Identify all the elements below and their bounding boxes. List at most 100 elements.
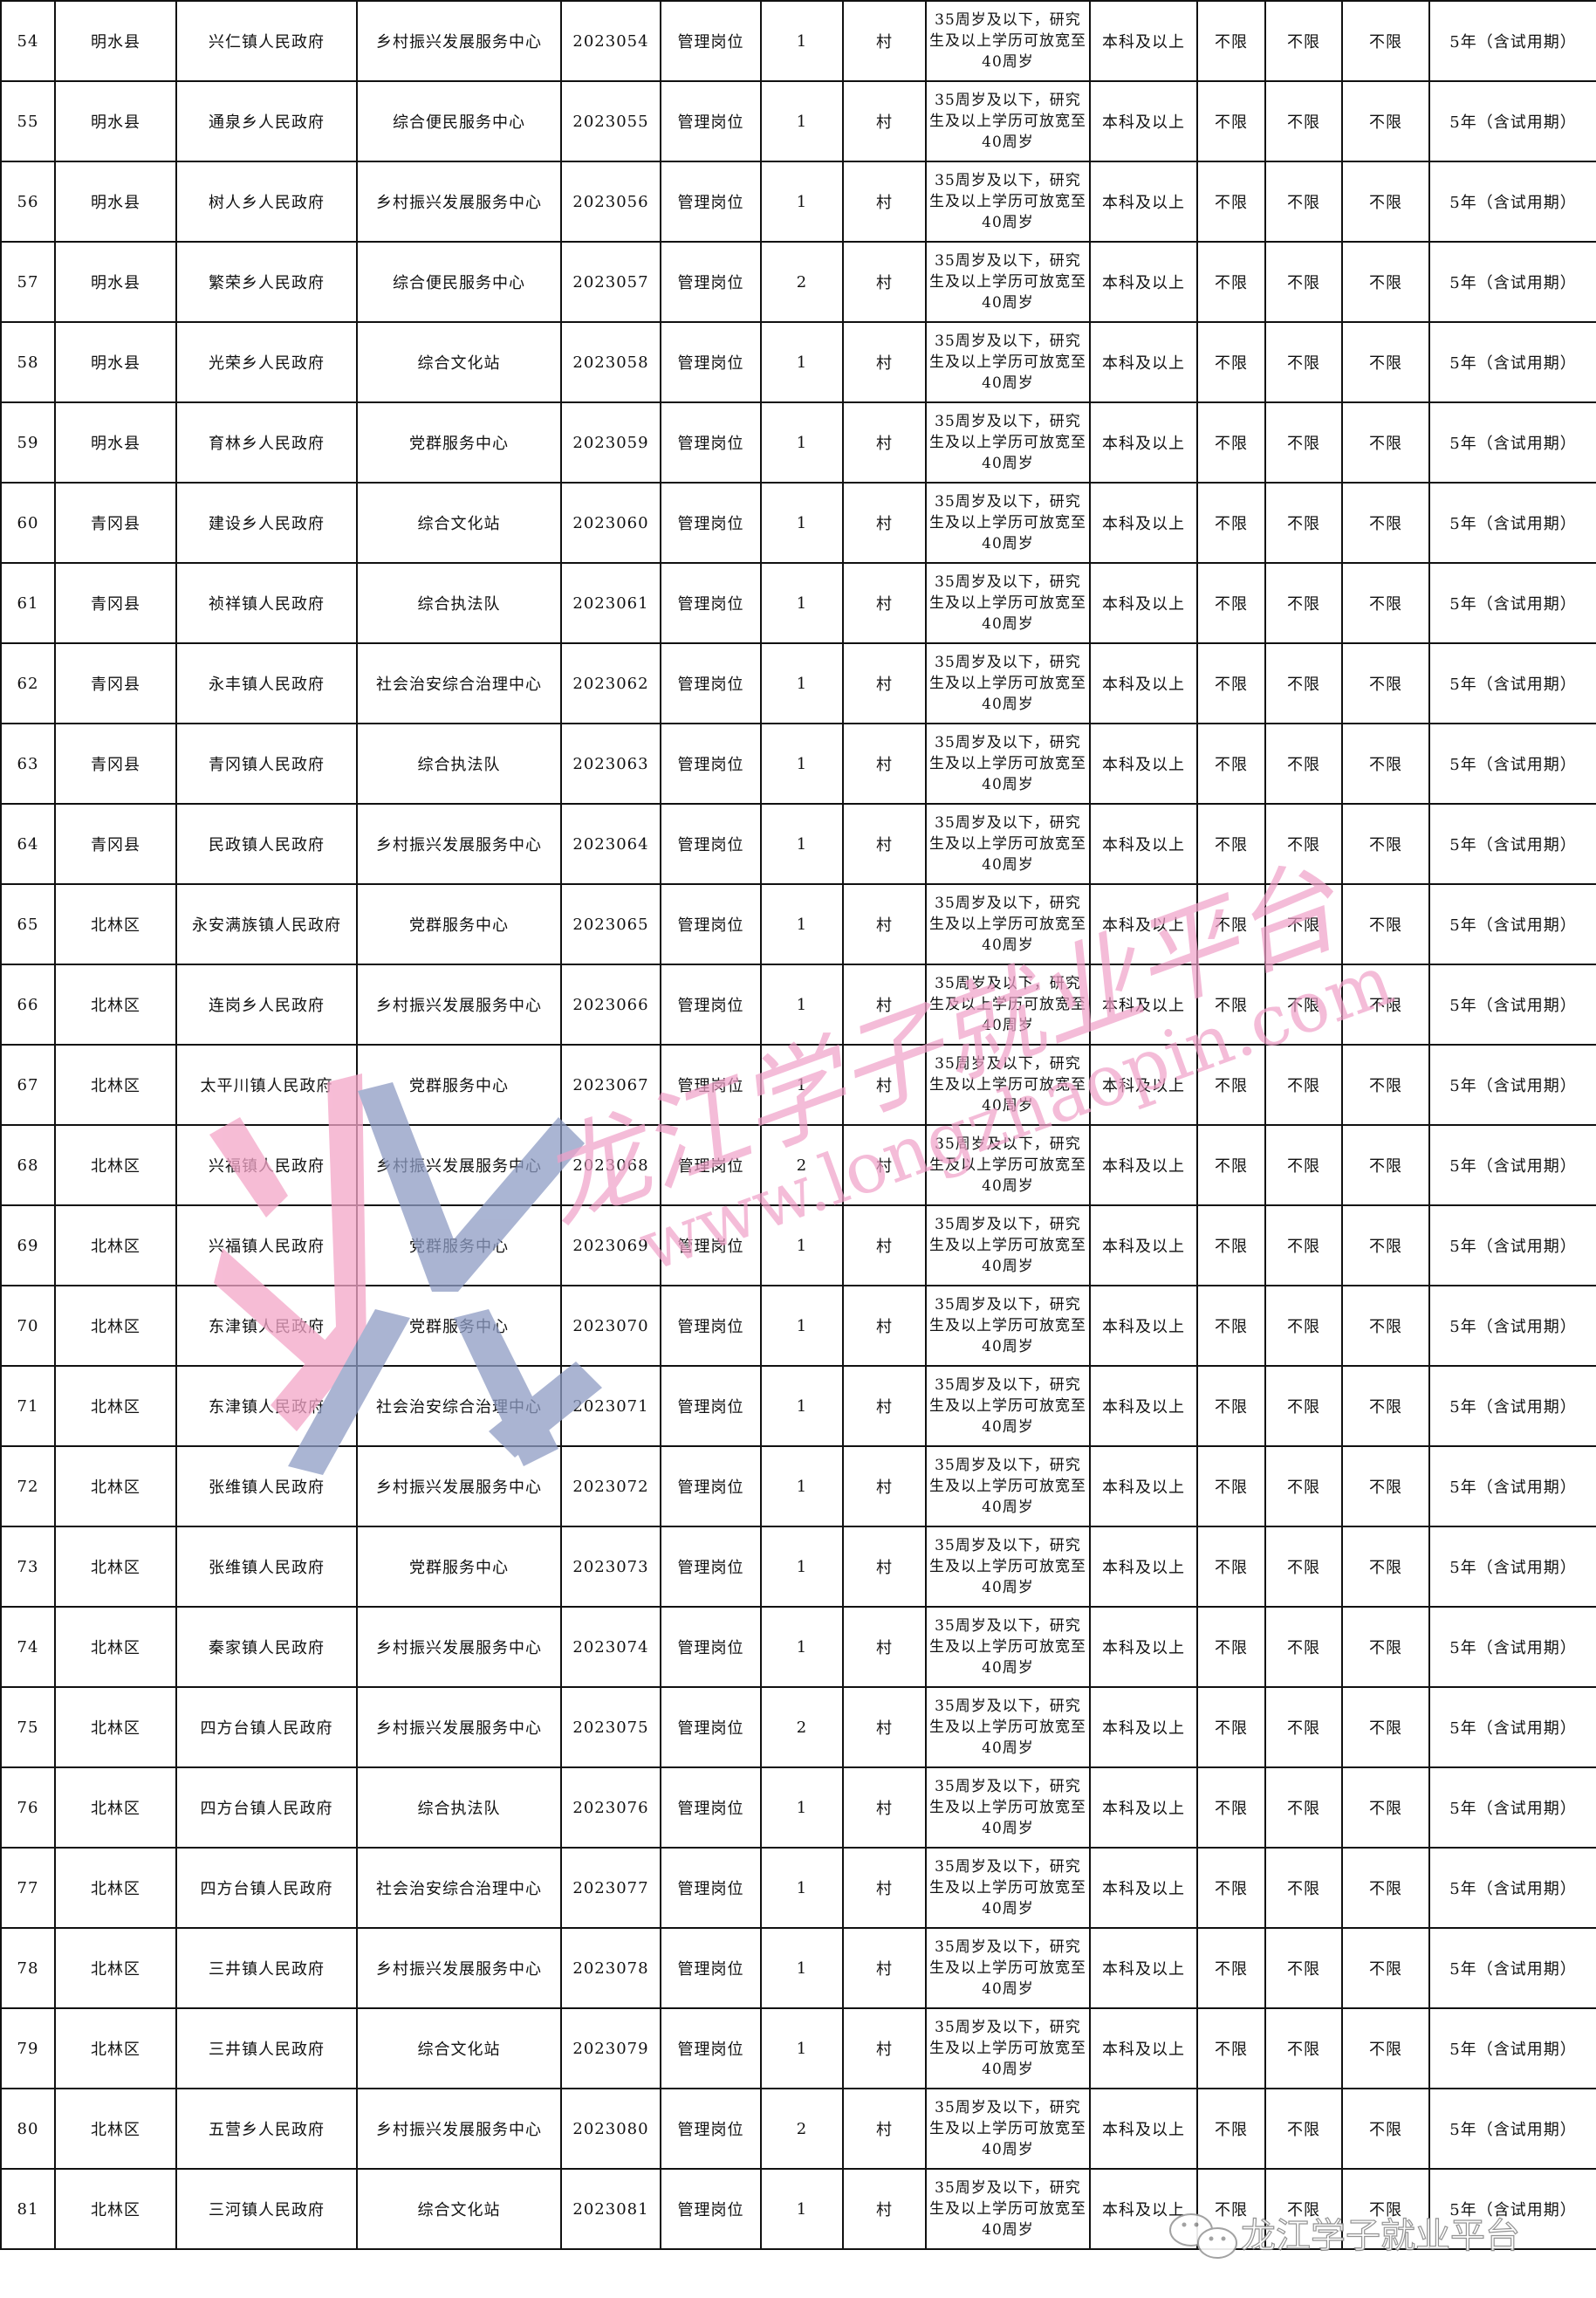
position-type-cell: 管理岗位	[660, 642, 762, 724]
township-government-cell: 四方台镇人民政府	[175, 1766, 358, 1849]
township-government-cell: 通泉乡人民政府	[175, 80, 358, 162]
service-term-cell: 5年（含试用期）	[1428, 1927, 1596, 2009]
other-requirement-cell: 不限	[1264, 401, 1343, 484]
position-type-cell: 管理岗位	[660, 482, 762, 564]
position-type-cell: 管理岗位	[660, 723, 762, 805]
age-requirement-cell: 35周岁及以下，研究生及以上学历可放宽至40周岁	[925, 562, 1091, 644]
township-government-cell: 张维镇人民政府	[175, 1445, 358, 1527]
education-cell: 本科及以上	[1089, 562, 1198, 644]
service-term-cell: 5年（含试用期）	[1428, 803, 1596, 885]
position-type-cell: 管理岗位	[660, 1686, 762, 1768]
age-requirement-cell: 35周岁及以下，研究生及以上学历可放宽至40周岁	[925, 964, 1091, 1046]
unit-cell: 综合便民服务中心	[356, 80, 562, 162]
township-government-cell: 光荣乡人民政府	[175, 321, 358, 403]
position-code-cell: 2023061	[560, 562, 661, 644]
other-requirement-cell: 不限	[1264, 1927, 1343, 2009]
service-term-cell: 5年（含试用期）	[1428, 80, 1596, 162]
age-requirement-cell: 35周岁及以下，研究生及以上学历可放宽至40周岁	[925, 2007, 1091, 2089]
other-requirement-cell: 不限	[1264, 1124, 1343, 1206]
position-code-cell: 2023054	[560, 0, 661, 82]
headcount-cell: 1	[760, 1445, 844, 1527]
age-requirement-cell: 35周岁及以下，研究生及以上学历可放宽至40周岁	[925, 1847, 1091, 1929]
service-location-cell: 村	[842, 883, 927, 965]
major-cell: 不限	[1196, 1766, 1266, 1849]
other-requirement-cell: 不限	[1264, 1044, 1343, 1126]
row-number-cell: 69	[0, 1204, 56, 1286]
table-row: 67 北林区 太平川镇人民政府 党群服务中心 2023067 管理岗位 1 村 35周岁及以下，…	[0, 1044, 1596, 1126]
row-number-cell: 64	[0, 803, 56, 885]
row-number-cell: 66	[0, 964, 56, 1046]
age-requirement-cell: 35周岁及以下，研究生及以上学历可放宽至40周岁	[925, 1204, 1091, 1286]
county-cell: 北林区	[54, 1204, 177, 1286]
other-requirement-cell: 不限	[1264, 1526, 1343, 1608]
service-location-cell: 村	[842, 482, 927, 564]
additional-cell: 不限	[1341, 1847, 1430, 1929]
education-cell: 本科及以上	[1089, 1686, 1198, 1768]
service-location-cell: 村	[842, 1285, 927, 1367]
age-requirement-cell: 35周岁及以下，研究生及以上学历可放宽至40周岁	[925, 482, 1091, 564]
table-row: 76 北林区 四方台镇人民政府 综合执法队 2023076 管理岗位 1 村 35周岁及以下，研…	[0, 1766, 1596, 1849]
additional-cell: 不限	[1341, 562, 1430, 644]
other-requirement-cell: 不限	[1264, 1606, 1343, 1688]
table-row: 75 北林区 四方台镇人民政府 乡村振兴发展服务中心 2023075 管理岗位 2 村 35周岁…	[0, 1686, 1596, 1768]
position-code-cell: 2023055	[560, 80, 661, 162]
major-cell: 不限	[1196, 0, 1266, 82]
position-type-cell: 管理岗位	[660, 2088, 762, 2170]
headcount-cell: 1	[760, 1285, 844, 1367]
township-government-cell: 三河镇人民政府	[175, 2168, 358, 2250]
service-term-cell: 5年（含试用期）	[1428, 1204, 1596, 1286]
unit-cell: 乡村振兴发展服务中心	[356, 2088, 562, 2170]
unit-cell: 乡村振兴发展服务中心	[356, 1927, 562, 2009]
education-cell: 本科及以上	[1089, 2007, 1198, 2089]
township-government-cell: 张维镇人民政府	[175, 1526, 358, 1608]
service-location-cell: 村	[842, 2007, 927, 2089]
county-cell: 青冈县	[54, 482, 177, 564]
position-code-cell: 2023069	[560, 1204, 661, 1286]
other-requirement-cell: 不限	[1264, 642, 1343, 724]
service-location-cell: 村	[842, 1847, 927, 1929]
additional-cell: 不限	[1341, 642, 1430, 724]
table-body: 54 明水县 兴仁镇人民政府 乡村振兴发展服务中心 2023054 管理岗位 1 村 35周岁及…	[0, 0, 1596, 2250]
service-term-cell: 5年（含试用期）	[1428, 1044, 1596, 1126]
position-code-cell: 2023057	[560, 241, 661, 323]
unit-cell: 综合文化站	[356, 482, 562, 564]
service-location-cell: 村	[842, 161, 927, 243]
other-requirement-cell: 不限	[1264, 321, 1343, 403]
service-term-cell: 5年（含试用期）	[1428, 1285, 1596, 1367]
headcount-cell: 1	[760, 562, 844, 644]
service-term-cell: 5年（含试用期）	[1428, 2007, 1596, 2089]
other-requirement-cell: 不限	[1264, 2007, 1343, 2089]
other-requirement-cell: 不限	[1264, 723, 1343, 805]
position-type-cell: 管理岗位	[660, 80, 762, 162]
age-requirement-cell: 35周岁及以下，研究生及以上学历可放宽至40周岁	[925, 1606, 1091, 1688]
age-requirement-cell: 35周岁及以下，研究生及以上学历可放宽至40周岁	[925, 642, 1091, 724]
education-cell: 本科及以上	[1089, 482, 1198, 564]
service-term-cell: 5年（含试用期）	[1428, 1606, 1596, 1688]
position-type-cell: 管理岗位	[660, 1766, 762, 1849]
education-cell: 本科及以上	[1089, 1124, 1198, 1206]
township-government-cell: 永安满族镇人民政府	[175, 883, 358, 965]
position-type-cell: 管理岗位	[660, 1927, 762, 2009]
additional-cell: 不限	[1341, 1686, 1430, 1768]
age-requirement-cell: 35周岁及以下，研究生及以上学历可放宽至40周岁	[925, 1686, 1091, 1768]
county-cell: 北林区	[54, 1606, 177, 1688]
township-government-cell: 秦家镇人民政府	[175, 1606, 358, 1688]
education-cell: 本科及以上	[1089, 2088, 1198, 2170]
township-government-cell: 兴福镇人民政府	[175, 1124, 358, 1206]
major-cell: 不限	[1196, 803, 1266, 885]
service-location-cell: 村	[842, 321, 927, 403]
position-type-cell: 管理岗位	[660, 1526, 762, 1608]
education-cell: 本科及以上	[1089, 0, 1198, 82]
other-requirement-cell: 不限	[1264, 2168, 1343, 2250]
education-cell: 本科及以上	[1089, 1526, 1198, 1608]
table-row: 68 北林区 兴福镇人民政府 乡村振兴发展服务中心 2023068 管理岗位 2 村 35周岁及…	[0, 1124, 1596, 1206]
position-type-cell: 管理岗位	[660, 1445, 762, 1527]
additional-cell: 不限	[1341, 2007, 1430, 2089]
major-cell: 不限	[1196, 2088, 1266, 2170]
age-requirement-cell: 35周岁及以下，研究生及以上学历可放宽至40周岁	[925, 321, 1091, 403]
education-cell: 本科及以上	[1089, 1204, 1198, 1286]
township-government-cell: 四方台镇人民政府	[175, 1847, 358, 1929]
service-location-cell: 村	[842, 401, 927, 484]
township-government-cell: 太平川镇人民政府	[175, 1044, 358, 1126]
additional-cell: 不限	[1341, 401, 1430, 484]
